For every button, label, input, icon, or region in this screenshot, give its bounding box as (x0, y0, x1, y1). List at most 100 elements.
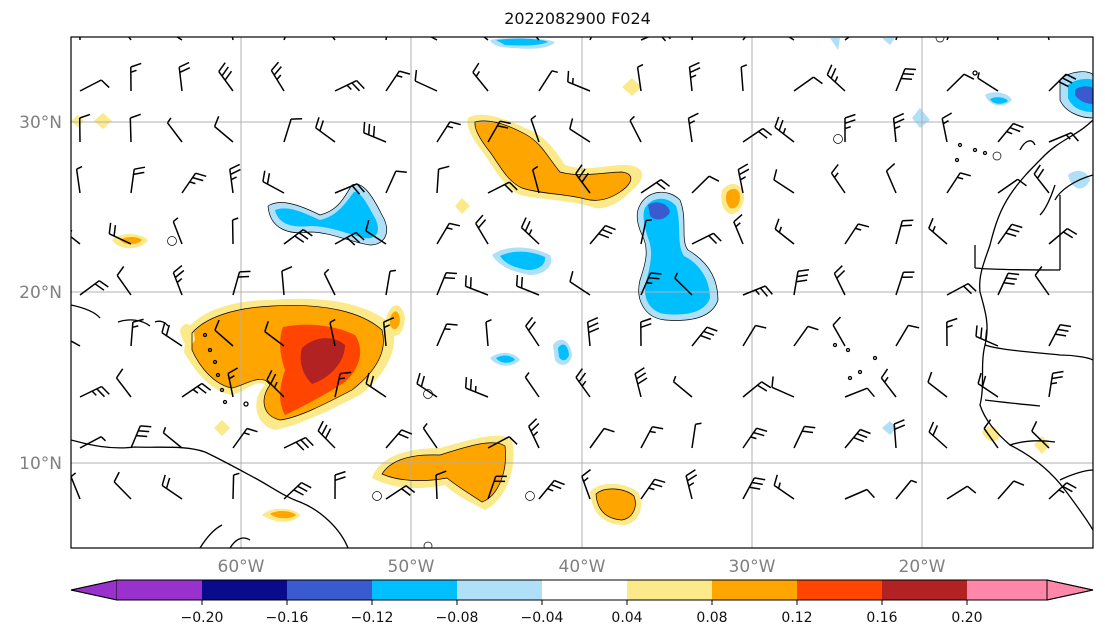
wind-barb (314, 117, 336, 143)
coastlines (71, 70, 1093, 548)
wind-barb (742, 477, 766, 500)
wind-barb (162, 426, 183, 449)
wind-barb (487, 475, 507, 500)
wind-barb (586, 317, 600, 347)
wind-barb (365, 372, 387, 398)
wind-barb (1048, 227, 1078, 245)
wind-barb (793, 325, 819, 347)
wind-barb (975, 325, 999, 347)
wind-barb (334, 79, 365, 92)
wind-barb (928, 217, 948, 245)
colorbar-tick-label: −0.12 (351, 610, 394, 626)
wind-barb (214, 319, 234, 347)
wind-barb (436, 165, 450, 194)
wind-barb (331, 37, 336, 41)
wind-barb (229, 163, 241, 194)
wind-barb (108, 222, 132, 245)
wind-barb (538, 479, 565, 500)
colorbar-tick-label: −0.20 (181, 610, 224, 626)
wind-barb (79, 436, 107, 449)
lon-label-40w: 40°W (559, 557, 606, 577)
lat-label-20: 20°N (19, 283, 62, 303)
wind-barb (569, 118, 591, 143)
wind-barb (329, 318, 336, 347)
colorbar-tick-label: −0.04 (521, 610, 564, 626)
wind-barb (946, 172, 971, 194)
wind-barb (385, 37, 388, 41)
wind-barb (640, 317, 652, 347)
wind-barb (414, 70, 438, 92)
colorbar-tick-label: −0.16 (266, 610, 309, 626)
wind-barb (691, 175, 720, 194)
wind-barb (880, 368, 897, 398)
wind-barb (385, 70, 411, 92)
wind-barb (977, 72, 999, 92)
wind-barb (997, 122, 1024, 143)
wind-barb (830, 163, 846, 194)
wind-barb (672, 375, 693, 398)
wind-barb (334, 470, 346, 500)
colorbar-tick-label: 0.08 (696, 610, 727, 626)
wind-barb (774, 116, 795, 143)
wind-barb (385, 485, 416, 500)
wind-barb (575, 164, 591, 194)
wind-barb (385, 170, 407, 194)
wind-barb (892, 112, 905, 143)
wind-barb (833, 265, 846, 296)
wind-barb (927, 371, 948, 398)
wind-barb (737, 163, 750, 194)
wind-barb (733, 214, 744, 245)
wind-barb (436, 323, 458, 347)
wind-barb (75, 165, 83, 194)
wind-barb (1048, 73, 1077, 92)
wind-barb (674, 272, 693, 296)
wind-barb (793, 268, 810, 296)
wind-barb (130, 166, 146, 194)
wind-barb (1048, 132, 1079, 143)
wind-barb (113, 471, 132, 500)
wind-barb (983, 419, 999, 449)
wind-barb (567, 70, 591, 92)
wind-barb (482, 37, 489, 41)
wind-barb (283, 481, 312, 500)
colorbar-tick-label: 0.12 (781, 610, 812, 626)
wind-barb (283, 228, 313, 245)
wind-barb (71, 472, 81, 500)
wind-barb (634, 367, 648, 398)
colorbar-segment (882, 580, 967, 600)
wind-barb (575, 368, 591, 398)
contour-lines (167, 37, 1093, 548)
wind-barb (1048, 370, 1064, 398)
wind-barb (691, 232, 722, 245)
wind-barb (1048, 482, 1077, 500)
wind-barb (589, 224, 616, 245)
wind-barb (844, 488, 875, 500)
colorbar-segment (627, 580, 712, 600)
wind-barb (895, 479, 918, 500)
wind-barb (997, 178, 1027, 194)
wind-barb (946, 73, 975, 92)
wind-barb (385, 269, 397, 296)
wind-barb (895, 68, 917, 92)
wind-barb (895, 324, 920, 347)
wind-barb (79, 280, 109, 296)
wind-barb (161, 321, 183, 347)
map-grid (71, 37, 1093, 548)
colorbar: −0.20 −0.16 −0.12 −0.08 −0.04 0.04 0.08 … (70, 579, 1094, 626)
wind-barb (640, 478, 666, 500)
wind-barb (266, 369, 285, 398)
wind-barb (687, 112, 699, 143)
lon-label-60w: 60°W (218, 557, 265, 577)
wind-barb (844, 223, 870, 245)
wind-barb (178, 61, 191, 92)
wind-barb (826, 64, 846, 92)
wind-barb (640, 426, 664, 449)
wind-barb (742, 381, 772, 398)
wind-barb (129, 113, 141, 143)
colorbar-extend-low (70, 579, 118, 601)
wind-barb (213, 116, 234, 143)
wind-barb (281, 266, 293, 296)
wind-barb (363, 121, 387, 143)
wind-barb (175, 37, 183, 41)
